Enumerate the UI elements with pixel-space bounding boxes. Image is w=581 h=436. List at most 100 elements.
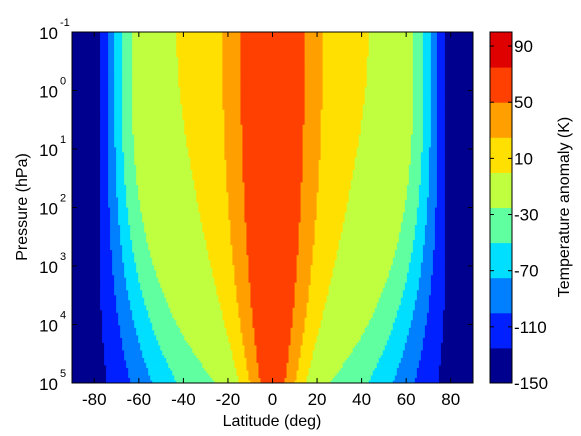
contour-cell	[132, 72, 179, 76]
x-axis: -80 -60 -40 -20 0 20 40 60 80	[82, 32, 460, 409]
contour-cell	[344, 220, 404, 224]
contour-cell	[316, 194, 350, 199]
contour-cell	[436, 144, 446, 148]
contour-cell	[234, 265, 250, 269]
y-tick-exponent: 2	[60, 193, 66, 205]
contour-cell	[224, 122, 242, 126]
contour-cell	[114, 277, 127, 281]
contour-cell	[418, 187, 430, 191]
contour-cell	[72, 325, 103, 329]
contour-cell	[412, 99, 424, 103]
contour-cell	[178, 77, 223, 81]
contour-cell	[122, 59, 133, 63]
contour-cell	[436, 72, 446, 76]
contour-cell	[100, 282, 115, 286]
contour-cell	[114, 102, 123, 106]
contour-cell	[362, 104, 414, 108]
contour-cell	[428, 169, 438, 173]
contour-cell	[436, 34, 446, 38]
contour-cell	[72, 154, 101, 158]
contour-cell	[222, 54, 242, 58]
contour-cell	[322, 64, 368, 68]
contour-cell	[198, 357, 233, 362]
contour-cell	[178, 64, 223, 68]
contour-cell	[430, 77, 438, 81]
contour-cell	[244, 197, 302, 201]
contour-cell	[284, 380, 296, 383]
contour-cell	[370, 377, 396, 382]
contour-cell	[398, 365, 420, 369]
contour-cell	[368, 39, 414, 43]
contour-cell	[436, 147, 446, 151]
contour-cell	[444, 114, 473, 118]
contour-cell	[222, 94, 242, 98]
contour-cell	[124, 275, 139, 279]
contour-cell	[100, 144, 109, 148]
contour-cell	[320, 322, 370, 326]
contour-cell	[132, 245, 149, 249]
contour-cell	[122, 77, 133, 81]
contour-cell	[222, 62, 242, 66]
contour-cell	[406, 192, 420, 196]
contour-cell	[304, 69, 324, 73]
contour-cell	[72, 99, 101, 103]
contour-cell	[428, 305, 446, 309]
contour-cell	[136, 182, 195, 186]
contour-cell	[412, 240, 426, 244]
contour-cell	[100, 194, 109, 199]
contour-cell	[224, 129, 244, 133]
contour-cell	[184, 132, 225, 136]
contour-cell	[418, 184, 430, 189]
contour-cell	[72, 312, 103, 316]
contour-cell	[100, 134, 109, 138]
contour-cell	[242, 167, 304, 171]
contour-cell	[222, 97, 242, 101]
contour-cell	[164, 292, 217, 296]
contour-cell	[122, 37, 133, 41]
contour-cell	[312, 245, 340, 249]
contour-cell	[236, 292, 252, 296]
contour-cell	[224, 132, 244, 136]
contour-cell	[140, 207, 199, 211]
contour-cell	[342, 365, 378, 369]
contour-cell	[400, 302, 416, 306]
contour-cell	[108, 124, 115, 128]
contour-cell	[240, 99, 306, 103]
contour-cell	[296, 377, 308, 382]
contour-cell	[200, 212, 229, 216]
contour-cell	[118, 222, 129, 226]
contour-cell	[364, 102, 414, 106]
contour-cell	[100, 202, 109, 206]
contour-cell	[108, 99, 115, 103]
contour-cell	[122, 139, 135, 143]
contour-cell	[242, 154, 304, 158]
contour-cell	[422, 59, 432, 63]
contour-cell	[422, 114, 432, 118]
contour-cell	[142, 290, 163, 294]
contour-cell	[240, 102, 306, 106]
contour-cell	[122, 62, 133, 66]
contour-cell	[328, 292, 382, 296]
contour-cell	[436, 122, 446, 126]
contour-cell	[436, 64, 446, 68]
contour-cell	[122, 39, 133, 43]
contour-cell	[388, 335, 408, 339]
contour-cell	[296, 277, 312, 281]
contour-cell	[376, 362, 400, 367]
contour-cell	[124, 172, 137, 176]
contour-cell	[138, 189, 197, 194]
contour-cell	[414, 225, 426, 229]
contour-cell	[424, 335, 444, 339]
contour-cell	[246, 362, 260, 367]
contour-cell	[308, 292, 330, 296]
contour-cell	[72, 210, 101, 214]
contour-cell	[72, 124, 101, 128]
contour-cell	[436, 204, 446, 209]
contour-cell	[316, 340, 360, 344]
contour-cell	[72, 197, 101, 201]
contour-cell	[422, 32, 432, 36]
contour-cell	[100, 119, 109, 123]
contour-cell	[252, 325, 294, 329]
contour-cell	[354, 159, 412, 163]
